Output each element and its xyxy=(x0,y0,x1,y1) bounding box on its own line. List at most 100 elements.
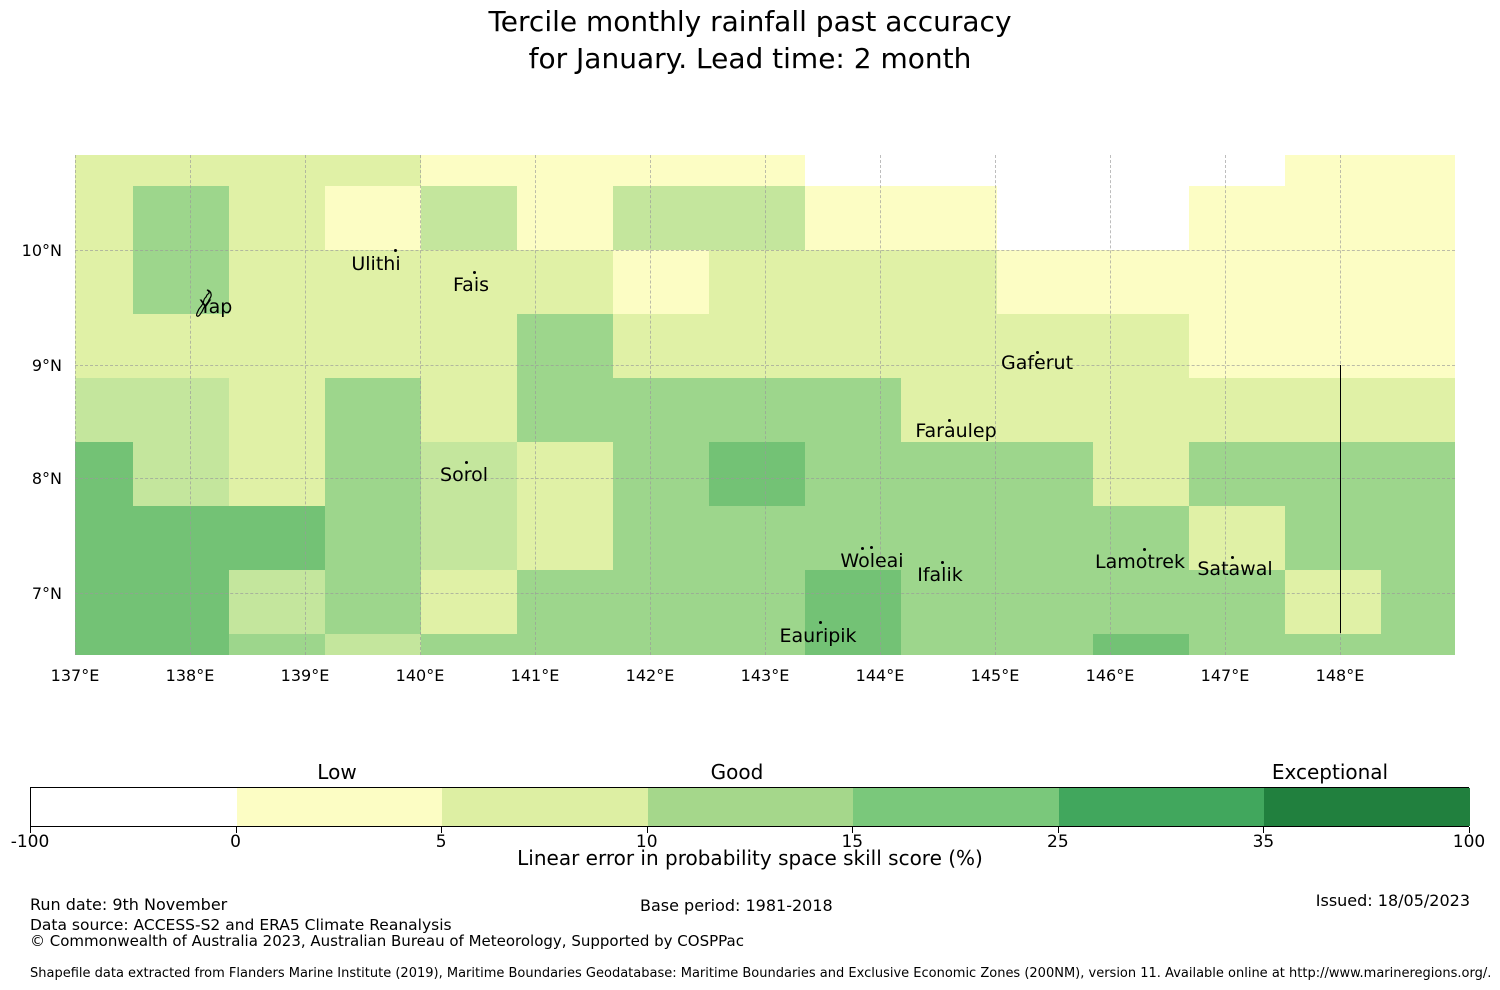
heatmap-cell xyxy=(708,314,805,378)
heatmap-cell xyxy=(708,634,805,655)
heatmap-cell xyxy=(132,314,229,378)
heatmap-cell xyxy=(228,314,325,378)
heatmap-cell xyxy=(420,506,517,570)
heatmap-cell xyxy=(804,506,901,570)
heatmap-cell xyxy=(1092,442,1189,506)
colorbar-category-label: Exceptional xyxy=(1271,760,1389,784)
colorbar-tick-label: 5 xyxy=(435,832,447,852)
heatmap-cell xyxy=(1188,186,1285,250)
heatmap-cell xyxy=(1380,634,1455,655)
heatmap-cell xyxy=(75,155,133,186)
heatmap-cell xyxy=(132,634,229,655)
island-marker-dot xyxy=(861,547,864,550)
island-marker-dot xyxy=(819,621,822,624)
colorbar-tick-mark xyxy=(441,827,443,833)
x-tick-label: 146°E xyxy=(1085,666,1135,685)
heatmap-cell xyxy=(900,314,997,378)
island-label-fais: Fais xyxy=(452,274,490,296)
longitude-gridline xyxy=(1225,155,1226,655)
heatmap-cell xyxy=(1380,250,1455,314)
y-tick-label: 10°N xyxy=(21,241,62,260)
heatmap-cell xyxy=(1092,378,1189,442)
heatmap-cell xyxy=(1092,250,1189,314)
heatmap-cell xyxy=(420,155,517,186)
island-marker-dot xyxy=(941,561,944,564)
island-label-yap: Yap xyxy=(199,296,233,318)
x-tick-label: 137°E xyxy=(50,666,100,685)
heatmap-cell xyxy=(996,378,1093,442)
heatmap-cell xyxy=(996,506,1093,570)
colorbar-segment xyxy=(1264,788,1470,826)
heatmap-cell xyxy=(324,570,421,634)
longitude-gridline xyxy=(995,155,996,655)
island-label-eauripik: Eauripik xyxy=(779,625,857,647)
heatmap-cell xyxy=(612,155,709,186)
island-marker-dot xyxy=(1143,548,1146,551)
colorbar-segment xyxy=(31,788,237,826)
heatmap-cell xyxy=(1284,314,1381,378)
heatmap-cell xyxy=(612,314,709,378)
heatmap-cell xyxy=(1188,634,1285,655)
heatmap-cell xyxy=(996,314,1093,378)
footer-base-period: Base period: 1981-2018 xyxy=(640,896,833,915)
longitude-gridline xyxy=(535,155,536,655)
heatmap-cell xyxy=(420,634,517,655)
heatmap-cell xyxy=(228,570,325,634)
island-marker-dot xyxy=(1231,556,1234,559)
heatmap-cell xyxy=(804,314,901,378)
heatmap-cell xyxy=(516,634,613,655)
heatmap-cell xyxy=(324,634,421,655)
heatmap-cell xyxy=(132,186,229,250)
x-tick-label: 140°E xyxy=(395,666,445,685)
heatmap-cell xyxy=(900,506,997,570)
island-outline-yap xyxy=(195,289,212,317)
heatmap-cell xyxy=(708,378,805,442)
heatmap-cell xyxy=(324,442,421,506)
heatmap-cell xyxy=(612,634,709,655)
heatmap-cell xyxy=(1284,634,1381,655)
eez-boundary-line xyxy=(1340,365,1341,633)
heatmap-cell xyxy=(324,506,421,570)
heatmap-cell xyxy=(324,314,421,378)
heatmap-cell xyxy=(1284,186,1381,250)
heatmap-cell xyxy=(900,378,997,442)
colorbar-category-label: Low xyxy=(317,760,357,784)
heatmap-cell xyxy=(1188,314,1285,378)
latitude-gridline xyxy=(75,593,1455,594)
colorbar-tick-mark xyxy=(1263,827,1265,833)
latitude-gridline xyxy=(75,250,1455,251)
footer-run-date: Run date: 9th November xyxy=(30,895,228,914)
heatmap-cell xyxy=(1284,155,1381,186)
heatmap-cell xyxy=(1092,506,1189,570)
heatmap-cell xyxy=(612,442,709,506)
heatmap-cell xyxy=(228,186,325,250)
colorbar-tick-mark xyxy=(30,827,31,833)
heatmap-cell xyxy=(804,378,901,442)
island-marker-dot xyxy=(394,249,397,252)
colorbar-segment xyxy=(853,788,1059,826)
heatmap-cell xyxy=(1188,570,1285,634)
colorbar xyxy=(30,787,1470,827)
heatmap-cell xyxy=(1380,378,1455,442)
footer-data-source: Data source: ACCESS-S2 and ERA5 Climate … xyxy=(30,916,452,934)
heatmap-cell xyxy=(996,634,1093,655)
colorbar-tick-label: 0 xyxy=(230,832,241,852)
heatmap-cell xyxy=(1284,250,1381,314)
heatmap-cell xyxy=(228,250,325,314)
heatmap-cell xyxy=(1284,570,1381,634)
colorbar-tick-mark xyxy=(852,827,854,833)
longitude-gridline xyxy=(880,155,881,655)
island-marker-dot xyxy=(1036,351,1039,354)
heatmap-cell xyxy=(708,442,805,506)
heatmap-cell xyxy=(75,442,133,506)
heatmap-cell xyxy=(324,378,421,442)
y-tick-label: 8°N xyxy=(31,469,62,488)
island-label-sorol: Sorol xyxy=(440,464,488,486)
heatmap-cell xyxy=(708,250,805,314)
heatmap-cell xyxy=(900,250,997,314)
colorbar-tick-label: 15 xyxy=(841,832,864,852)
colorbar-tick-mark xyxy=(1469,827,1470,833)
x-tick-label: 139°E xyxy=(280,666,330,685)
x-tick-label: 148°E xyxy=(1315,666,1365,685)
